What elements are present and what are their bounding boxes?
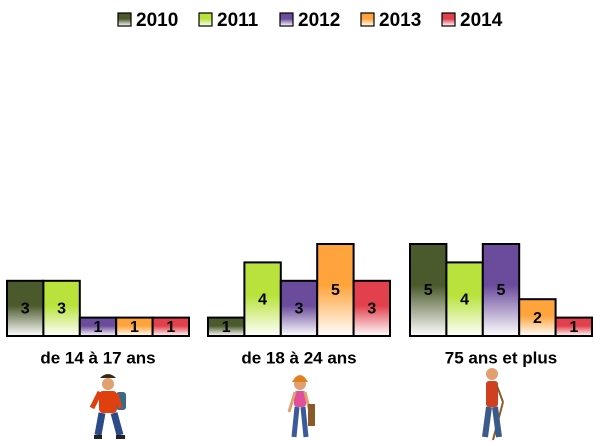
value-label: 1 <box>569 319 578 336</box>
value-label: 5 <box>424 282 433 299</box>
legend-label: 2014 <box>460 10 503 31</box>
category-label: de 18 à 24 ans <box>241 348 356 367</box>
figure-senior <box>485 368 503 440</box>
legend-label: 2013 <box>379 10 421 31</box>
value-label: 1 <box>94 319 103 336</box>
value-label: 1 <box>166 319 175 336</box>
chart: 2010 2011 2012 2013 2014 3 3 1 1 1 de 14 à 17 ans 1… <box>0 0 594 442</box>
value-label: 1 <box>222 319 231 336</box>
legend-label: 2011 <box>217 10 259 31</box>
value-label: 4 <box>460 291 469 308</box>
legend-label: 2012 <box>298 10 340 31</box>
legend-swatch <box>199 13 212 26</box>
legend-swatch <box>118 13 131 26</box>
value-label: 3 <box>367 301 376 318</box>
legend-label: 2010 <box>136 10 178 31</box>
legend-swatch <box>361 13 374 26</box>
figure-teen <box>92 374 126 437</box>
value-label: 2 <box>533 310 542 327</box>
value-label: 1 <box>130 319 139 336</box>
legend-swatch <box>280 13 293 26</box>
value-label: 3 <box>21 301 30 318</box>
value-label: 3 <box>57 301 66 318</box>
category-label: de 14 à 17 ans <box>40 348 155 367</box>
value-label: 5 <box>331 282 340 299</box>
legend-swatch <box>442 13 455 26</box>
value-label: 3 <box>295 301 304 318</box>
figure-young <box>289 375 315 437</box>
value-label: 4 <box>258 291 267 308</box>
value-label: 5 <box>497 282 506 299</box>
category-label: 75 ans et plus <box>445 348 557 367</box>
